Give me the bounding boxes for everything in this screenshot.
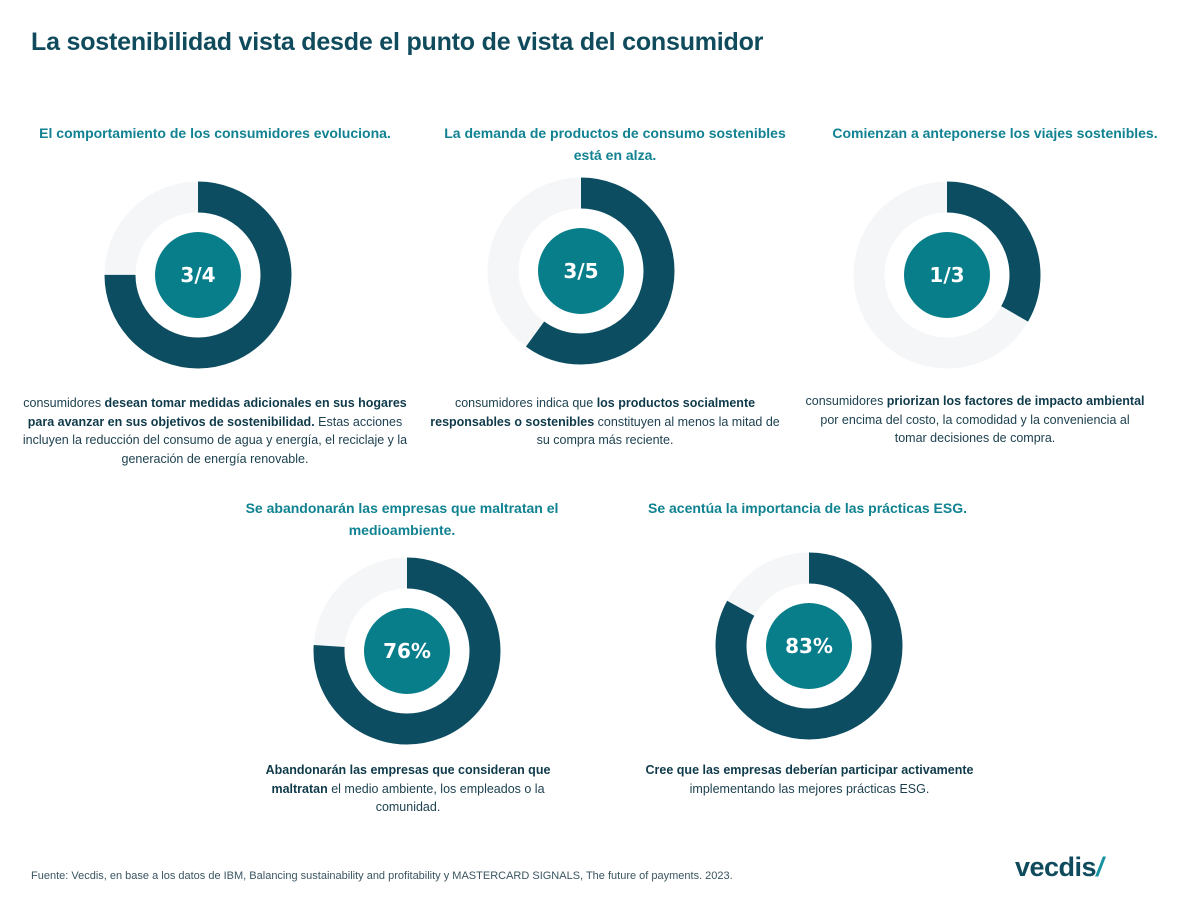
desc-text: consumidores indica que xyxy=(454,396,597,410)
chart-title: El comportamiento de los consumidores ev… xyxy=(39,125,391,141)
donut-value-arc xyxy=(715,552,903,740)
chart-description: consumidores desean tomar medidas adicio… xyxy=(20,394,410,468)
donut-chart: 83% xyxy=(715,552,903,740)
chart-block-1: El comportamiento de los consumidores ev… xyxy=(20,122,410,144)
donut-center xyxy=(766,603,852,689)
chart-title: Se acentúa la importancia de las práctic… xyxy=(647,500,968,516)
desc-text: consumidores xyxy=(23,396,105,410)
desc-bold-text: Cree que las empresas deberían participa… xyxy=(645,763,974,777)
chart-description: consumidores indica que los productos so… xyxy=(430,394,780,450)
page-title: La sostenibilidad vista desde el punto d… xyxy=(31,28,764,56)
donut-value-arc xyxy=(853,181,1041,369)
donut-chart: 3/4 xyxy=(104,181,292,369)
donut-center xyxy=(155,232,241,318)
source-note: Fuente: Vecdis, en base a los datos de I… xyxy=(31,870,733,882)
desc-text: el medio ambiente, los empleados o la co… xyxy=(327,781,545,815)
logo-mark: / xyxy=(1096,852,1104,882)
chart-block-5: Se acentúa la importancia de las práctic… xyxy=(620,497,995,519)
logo-text: vecdis xyxy=(1015,852,1097,882)
desc-text: constituyen al menos la mitad de su comp… xyxy=(536,414,780,448)
chart-block-3: Comienzan a anteponerse los viajes soste… xyxy=(800,122,1190,144)
desc-bold-text: los productos socialmente responsables o… xyxy=(430,396,756,429)
chart-block-4: Se abandonarán las empresas que maltrata… xyxy=(222,497,582,541)
desc-bold-text: priorizan los factores de impacto ambien… xyxy=(886,394,1145,408)
donut-center-label: 3/5 xyxy=(563,259,598,283)
donut-value-arc xyxy=(487,177,675,365)
donut-center-label: 1/3 xyxy=(929,263,964,287)
donut-center-label: 76% xyxy=(383,639,431,663)
desc-bold-text: Abandonarán las empresas que consideran … xyxy=(265,763,551,796)
donut-center xyxy=(904,232,990,318)
donut-chart: 3/5 xyxy=(487,177,675,365)
chart-title: La demanda de productos de consumo soste… xyxy=(444,125,786,163)
donut-center xyxy=(364,608,450,694)
chart-description: Cree que las empresas deberían participa… xyxy=(622,761,997,798)
donut-value-arc xyxy=(104,181,292,369)
desc-bold-text: desean tomar medidas adicionales en sus … xyxy=(27,396,407,429)
desc-text: implementando las mejores prácticas ESG. xyxy=(689,781,930,796)
chart-description: Abandonarán las empresas que consideran … xyxy=(248,761,568,817)
donut-center-label: 3/4 xyxy=(180,263,215,287)
chart-title: Se abandonarán las empresas que maltrata… xyxy=(245,500,559,538)
donut-chart: 1/3 xyxy=(853,181,1041,369)
desc-text: consumidores xyxy=(805,394,887,408)
chart-block-2: La demanda de productos de consumo soste… xyxy=(420,122,810,166)
chart-description: consumidores priorizan los factores de i… xyxy=(805,392,1145,448)
donut-value-arc xyxy=(313,557,501,745)
desc-text: por encima del costo, la comodidad y la … xyxy=(820,412,1130,446)
donut-center xyxy=(538,228,624,314)
donut-chart: 76% xyxy=(313,557,501,745)
desc-text: Estas acciones incluyen la reducción del… xyxy=(22,414,408,466)
donut-center-label: 83% xyxy=(785,634,833,658)
chart-title: Comienzan a anteponerse los viajes soste… xyxy=(832,125,1158,141)
vecdis-logo: vecdis/ xyxy=(1015,852,1104,883)
